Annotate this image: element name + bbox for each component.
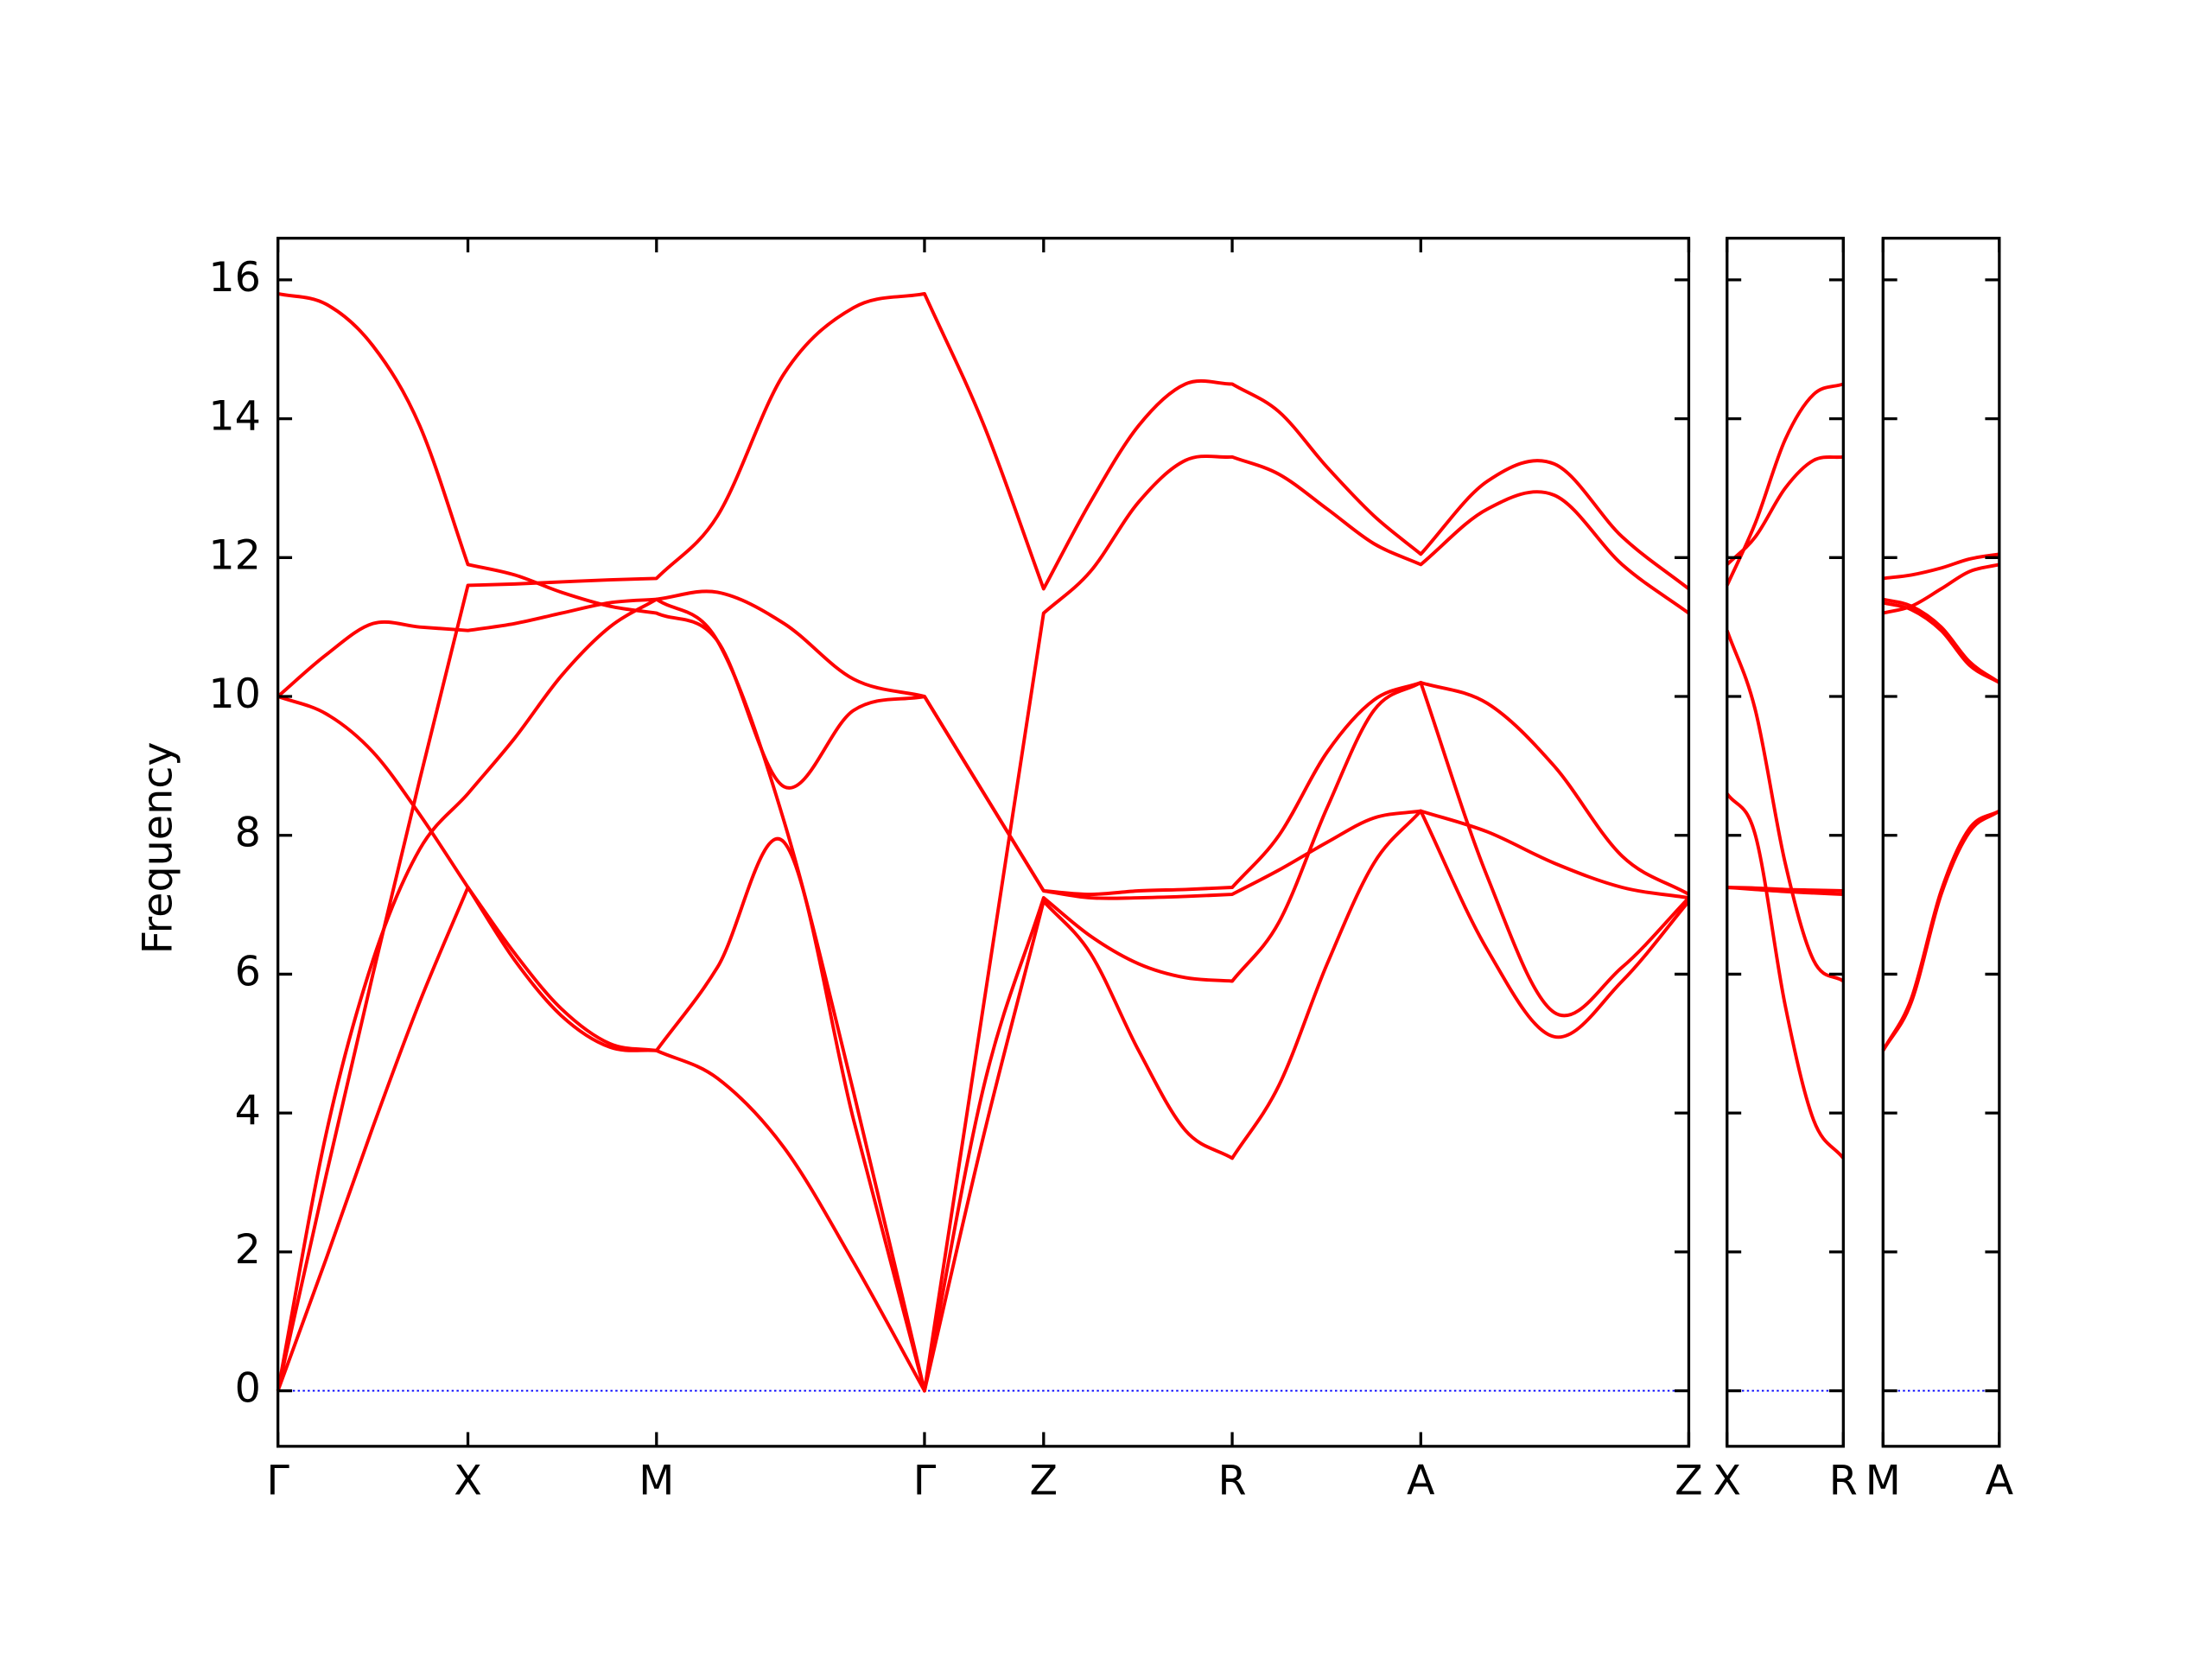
y-tick-label: 8: [235, 810, 261, 857]
x-tick-label: A: [1986, 1458, 2014, 1505]
band-line: [1725, 630, 1845, 983]
x-tick-label: X: [454, 1458, 482, 1505]
x-tick-label: Z: [1675, 1458, 1703, 1505]
band-line: [276, 809, 1690, 1393]
y-tick-label: 16: [208, 254, 261, 302]
x-tick-label: X: [1713, 1458, 1741, 1505]
x-tick-label: R: [1218, 1458, 1247, 1505]
band-line: [276, 292, 1690, 1391]
plot-frame: [1726, 237, 1845, 1448]
band-line: [1725, 382, 1844, 587]
band-line: [1882, 597, 2000, 684]
band-line: [1881, 809, 2000, 1052]
plot-frame: [1881, 237, 2001, 1448]
y-tick-label: 0: [235, 1365, 261, 1413]
band-line: [1882, 563, 2000, 615]
band-line: [1726, 792, 1845, 1160]
y-tick-label: 12: [208, 531, 261, 579]
band-line: [276, 589, 1689, 900]
x-tick-label: R: [1829, 1458, 1858, 1505]
x-tick-label: A: [1407, 1458, 1435, 1505]
plot-frame: [276, 237, 1691, 1448]
band-line: [1883, 552, 2000, 581]
y-tick-label: 4: [235, 1087, 261, 1135]
x-tick-label: Z: [1029, 1458, 1058, 1505]
y-tick-label: 14: [208, 393, 261, 441]
x-tick-label: M: [639, 1458, 674, 1505]
band-line: [1882, 601, 2000, 684]
band-line: [276, 454, 1690, 1393]
y-axis-label: Frequency: [134, 741, 181, 954]
x-tick-label: M: [1866, 1458, 1901, 1505]
band-line: [276, 680, 1690, 1393]
band-line: [1726, 886, 1844, 897]
x-tick-label: Γ: [913, 1458, 937, 1505]
y-tick-label: 2: [235, 1226, 261, 1274]
x-tick-label: Γ: [266, 1458, 289, 1505]
band-line: [1726, 454, 1844, 566]
y-tick-label: 10: [208, 671, 261, 718]
y-tick-label: 6: [235, 948, 261, 995]
